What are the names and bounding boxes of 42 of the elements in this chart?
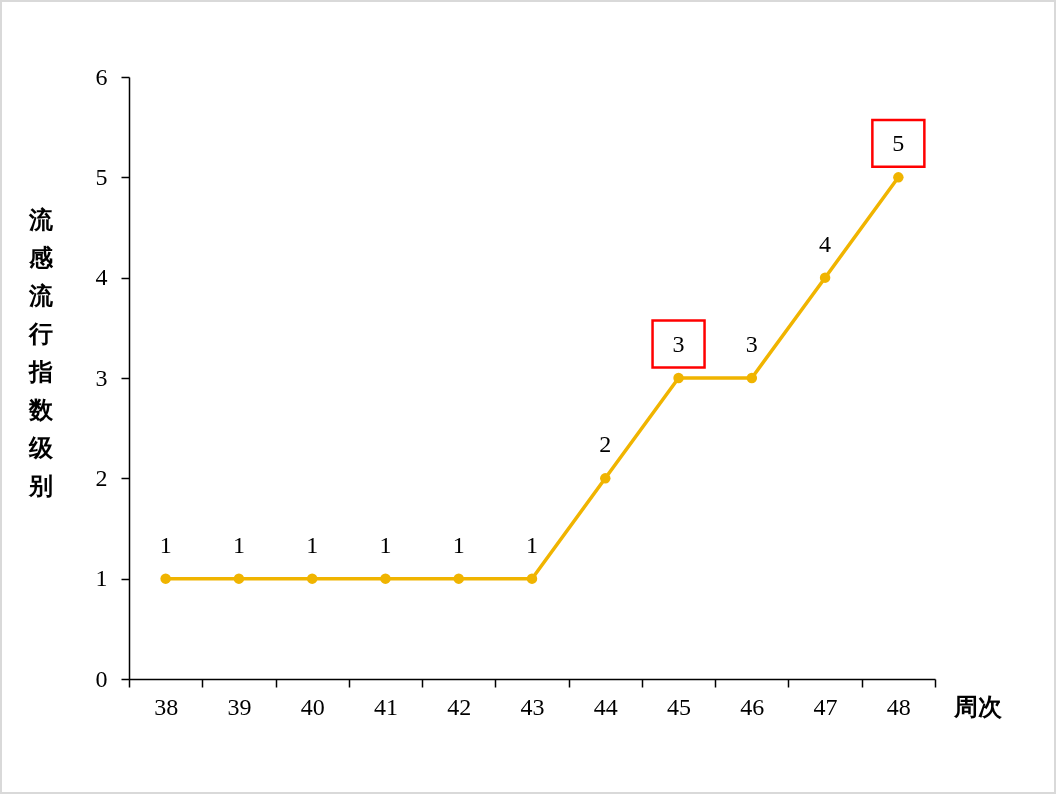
x-tick-label: 46 [740,693,765,720]
y-tick-label: 1 [95,565,108,592]
x-tick-label: 39 [227,693,252,720]
data-label: 1 [159,531,172,558]
point [819,272,831,283]
data-label: 1 [306,531,319,558]
data-label: 1 [452,531,465,558]
x-tick-label: 43 [520,693,545,720]
y-tick-label: 4 [95,264,108,291]
y-axis-title: 流感流行指数级别 [27,205,54,500]
data-label: 1 [526,531,538,558]
x-tick-label: 40 [300,693,325,720]
point [160,573,171,584]
y-tick-label: 6 [95,63,108,90]
x-tick-label: 45 [667,693,692,720]
data-label: 1 [232,531,245,558]
annotation: 5 [892,130,905,157]
x-tick-label: 44 [593,693,618,720]
x-tick-label: 42 [447,693,472,720]
point [526,573,538,584]
point [453,573,464,584]
x-tick-label: 47 [813,693,838,720]
annotation: 3 [672,331,685,357]
y-tick-label: 0 [95,665,108,692]
data-label: 2 [599,431,612,458]
x-tick-label: 38 [154,693,179,720]
point [233,573,245,584]
x-axis-title: 周次 [952,692,1003,721]
point [746,372,758,384]
point [893,172,904,183]
x-tick-label: 48 [886,693,911,720]
point [306,573,318,584]
point [600,473,611,484]
x-tick-label: 41 [373,693,398,720]
y-tick-label: 2 [95,464,108,491]
data-label: 4 [819,230,832,257]
data-label: 1 [379,531,392,558]
y-tick-label: 5 [95,163,108,190]
point [673,372,684,384]
y-tick-label: 3 [95,364,108,391]
point [380,573,391,584]
data-label: 3 [745,331,758,357]
